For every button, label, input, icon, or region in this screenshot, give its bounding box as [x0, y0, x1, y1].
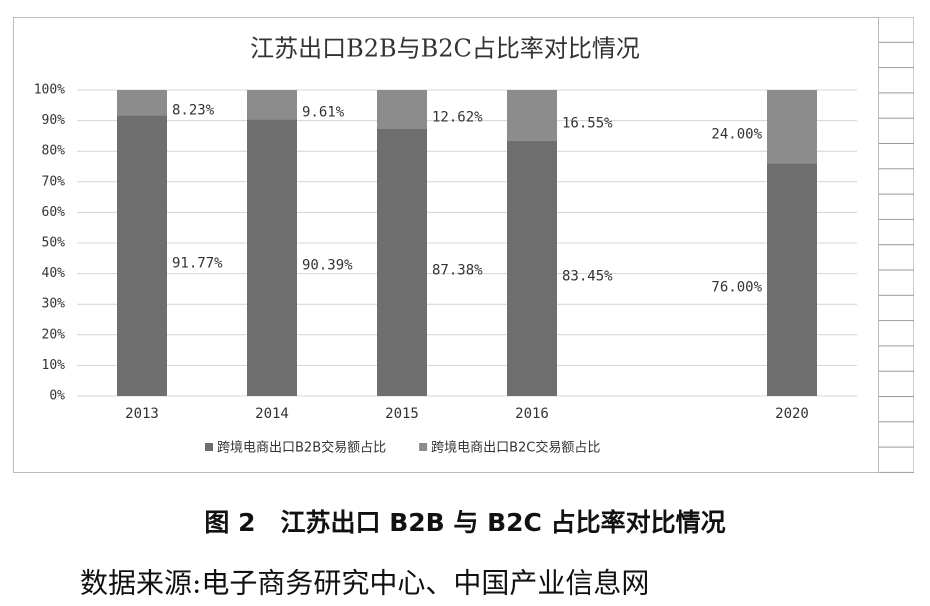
y-tick-label: 20% [42, 327, 66, 342]
bar-segment [247, 90, 297, 120]
bar-segment [247, 119, 297, 396]
bar-segment [767, 163, 817, 396]
bar-segment [507, 90, 557, 141]
data-label: 9.61% [302, 105, 345, 121]
legend-swatch [205, 443, 213, 451]
sheet-cells [878, 17, 914, 473]
data-label: 16.55% [562, 115, 613, 131]
data-label: 12.62% [432, 109, 483, 125]
y-tick-label: 0% [49, 389, 65, 404]
bar-segment [377, 128, 427, 397]
bar-segment [767, 90, 817, 164]
legend-label: 跨境电商出口B2C交易额占比 [431, 440, 600, 456]
y-tick-label: 80% [42, 144, 66, 159]
y-tick-label: 40% [42, 266, 66, 281]
y-tick-label: 30% [42, 297, 66, 312]
bar-segment [117, 115, 167, 396]
data-label: 24.00% [711, 127, 762, 143]
caption: 图 2 江苏出口 B2B 与 B2C 占比率对比情况 [204, 508, 725, 537]
bar-segment [507, 140, 557, 396]
y-tick-label: 50% [42, 236, 66, 251]
data-label: 91.77% [172, 256, 223, 272]
x-tick-label: 2013 [125, 406, 159, 422]
x-tick-label: 2016 [515, 406, 549, 422]
x-tick-label: 2014 [255, 406, 289, 422]
data-label: 90.39% [302, 258, 353, 274]
x-tick-label: 2020 [775, 406, 809, 422]
y-tick-label: 10% [42, 358, 66, 373]
y-tick-label: 70% [42, 174, 66, 189]
bar-segment [117, 90, 167, 116]
data-label: 76.00% [711, 280, 762, 296]
bar-segment [377, 90, 427, 129]
y-tick-label: 100% [34, 83, 65, 98]
source: 数据来源:电子商务研究中心、中国产业信息网 [80, 567, 649, 600]
legend-label: 跨境电商出口B2B交易额占比 [217, 440, 386, 456]
data-label: 83.45% [562, 268, 613, 284]
y-tick-label: 90% [42, 113, 66, 128]
data-label: 87.38% [432, 262, 483, 278]
legend-swatch [419, 443, 428, 451]
chart-title: 江苏出口B2B与B2C占比率对比情况 [250, 35, 640, 63]
data-label: 8.23% [172, 103, 215, 119]
y-tick-label: 60% [42, 205, 66, 220]
x-tick-label: 2015 [385, 406, 419, 422]
